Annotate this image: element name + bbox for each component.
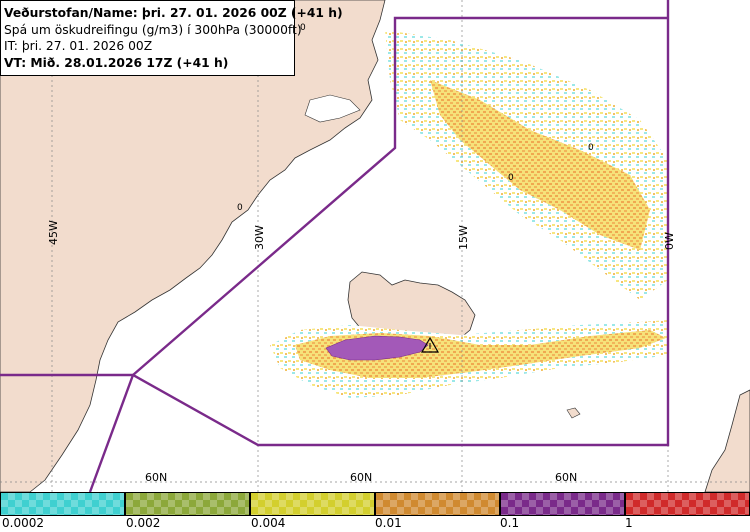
- legend-label: 0.002: [126, 516, 161, 530]
- concentration-legend: [0, 492, 750, 516]
- legend-label: 0.004: [251, 516, 286, 530]
- legend-swatch-0: [0, 492, 125, 516]
- legend-labels: 0.0002 0.002 0.004 0.01 0.1 1: [0, 516, 750, 532]
- contour-label: 0: [237, 203, 243, 213]
- legend-label: 0.0002: [2, 516, 44, 530]
- contour-label: 0: [588, 143, 594, 153]
- meridian-label-0w: 0W: [663, 232, 676, 250]
- forecast-description: Spá um öskudreifingu (g/m3) í 300hPa (30…: [4, 22, 302, 37]
- greenland-fjord: [304, 94, 361, 123]
- fir-boundary-south: [88, 374, 135, 493]
- meridian-label-15w: 15W: [457, 225, 470, 250]
- contour-label: 0: [508, 173, 514, 183]
- faroe-islands: [566, 407, 581, 419]
- fir-boundary: [0, 0, 670, 447]
- legend-label: 1: [625, 516, 633, 530]
- greenland-landmass: [0, 0, 386, 493]
- legend-swatch-3: [375, 492, 500, 516]
- ash-plume-north-core: [430, 80, 650, 250]
- legend-swatch-2: [250, 492, 375, 516]
- valid-time: VT: Mið. 28.01.2026 17Z (+41 h): [4, 55, 229, 70]
- issue-time: IT: þri. 27. 01. 2026 00Z: [4, 39, 153, 54]
- forecast-info-box: Veðurstofan/Name: þri. 27. 01. 2026 00Z …: [0, 0, 343, 76]
- scotland-landmass: [704, 389, 750, 493]
- legend-swatch-1: [125, 492, 250, 516]
- legend-swatch-5: [625, 492, 750, 516]
- legend-label: 0.1: [500, 516, 520, 530]
- fir-boundary-north: [132, 16, 668, 376]
- parallel-label-3: 60N: [555, 471, 577, 484]
- parallel-label-1: 60N: [145, 471, 167, 484]
- meridian-label-30w: 30W: [253, 225, 266, 250]
- volcano-triangle-icon: [420, 336, 440, 353]
- parallel-label-2: 60N: [350, 471, 372, 484]
- legend-swatch-4: [500, 492, 625, 516]
- contour-label: 0: [300, 23, 306, 33]
- issuer-line: Veðurstofan/Name: þri. 27. 01. 2026 00Z …: [4, 6, 343, 20]
- legend-label: 0.01: [375, 516, 402, 530]
- meridian-label-45w: 45W: [47, 220, 60, 245]
